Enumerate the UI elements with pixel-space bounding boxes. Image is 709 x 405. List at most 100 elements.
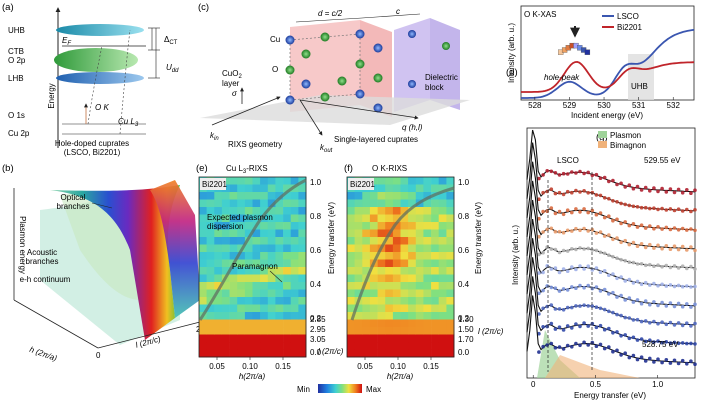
g-data-point [635, 262, 640, 266]
level-lhb: LHB [8, 74, 24, 83]
heatmap-cell [244, 289, 253, 298]
heatmap-cell [385, 349, 394, 358]
g-data-point [689, 341, 693, 346]
g-data-point [582, 267, 586, 271]
heatmap-cell [347, 192, 355, 200]
g-data-point [643, 226, 648, 230]
heatmap-cell [244, 237, 253, 245]
heatmap-cell [369, 237, 378, 245]
f-ytick: 1.0 [458, 178, 470, 187]
g-data-point [680, 244, 685, 249]
heatmap-cell [408, 222, 417, 230]
heatmap-cell [400, 214, 409, 223]
g-data-point [537, 291, 541, 296]
heatmap-cell [423, 297, 432, 305]
g-xtick: 0 [531, 380, 536, 389]
g-data-point [664, 208, 669, 212]
g-data-point [561, 248, 566, 253]
heatmap-cell [415, 259, 424, 268]
heatmap-cell [199, 282, 207, 290]
g-data-point [685, 362, 689, 366]
heatmap-cell [229, 199, 238, 208]
e-xtick: 0.10 [242, 362, 258, 371]
heatmap-cell [267, 229, 276, 238]
heatmap-cell [392, 237, 401, 245]
energy-axis-label: Energy [47, 83, 56, 108]
heatmap-cell [377, 237, 386, 245]
heatmap-cell [275, 184, 284, 193]
heatmap-cell [260, 214, 269, 223]
g-data-point [668, 301, 673, 305]
heatmap-cell [369, 289, 378, 298]
heatmap-cell [214, 199, 223, 208]
heatmap-cell [362, 289, 371, 298]
heatmap-cell [244, 192, 253, 200]
heatmap-cell [400, 334, 409, 343]
g-data-point [623, 315, 627, 320]
g-data-point [545, 324, 549, 329]
heatmap-cell [347, 297, 355, 305]
g-data-point [660, 265, 664, 269]
g-data-point [565, 189, 570, 194]
g-data-point [635, 244, 640, 248]
level-uhb: UHB [8, 26, 25, 35]
d-ylabel: Intensity (arb. u.) [507, 23, 516, 83]
heatmap-cell [354, 207, 363, 215]
heatmap-cell [423, 312, 432, 320]
heatmap-cell [214, 252, 223, 260]
panel-a: (a) Energy ΔCT Udd EF UHB CTB O 2p LHB O… [2, 2, 179, 157]
heatmap-cell [438, 237, 447, 245]
heatmap-cell [347, 237, 355, 245]
heatmap-cell [283, 199, 292, 208]
g-xtick: 1.0 [652, 380, 664, 389]
heatmap-cell [229, 192, 238, 200]
heatmap-cell [362, 237, 371, 245]
g-data-point [615, 276, 619, 281]
heatmap-cell [229, 282, 238, 290]
heatmap-cell [377, 199, 386, 208]
g-data-point [627, 242, 632, 247]
heatmap-cell [275, 229, 284, 238]
g-data-point [582, 171, 586, 176]
heatmap-cell [252, 184, 261, 193]
heatmap-cell [260, 177, 269, 185]
heatmap-cell [267, 334, 276, 343]
layer-label: layer [222, 79, 240, 88]
g-data-point [664, 340, 669, 344]
heatmap-cell [431, 349, 440, 358]
heatmap-cell [206, 342, 215, 350]
dielectric-label-1: Dielectric [425, 73, 458, 82]
f-heatmap [347, 177, 455, 358]
heatmap-cell [354, 199, 363, 208]
heatmap-cell [354, 252, 363, 260]
g-data-point [619, 181, 623, 186]
g-data-point [615, 200, 619, 204]
heatmap-cell [423, 214, 432, 223]
g-data-point [561, 230, 566, 235]
heatmap-cell [408, 244, 417, 253]
g-data-point [627, 183, 632, 187]
g-data-point [561, 171, 566, 176]
heatmap-cell [298, 289, 307, 298]
sigma-label: σ [232, 89, 238, 98]
g-data-point [639, 282, 644, 287]
g-data-point [648, 356, 652, 361]
g-data-point [553, 191, 558, 196]
heatmap-cell [267, 177, 276, 185]
heatmap-cell [221, 214, 230, 223]
heatmap-cell [400, 342, 409, 350]
g-data-point [537, 312, 541, 316]
g-data-point [635, 205, 640, 209]
heatmap-cell [275, 199, 284, 208]
heatmap-cell [369, 207, 378, 215]
heatmap-cell [438, 259, 447, 268]
heatmap-cell [229, 177, 238, 185]
g-data-point [660, 340, 664, 345]
g-data-point [565, 172, 570, 176]
f-lticks: 1.301.501.70 [458, 315, 474, 344]
g-data-point [685, 302, 689, 306]
heatmap-cell [267, 207, 276, 215]
heatmap-cell [423, 207, 432, 215]
g-data-point [574, 304, 578, 308]
g-data-point [627, 203, 632, 208]
